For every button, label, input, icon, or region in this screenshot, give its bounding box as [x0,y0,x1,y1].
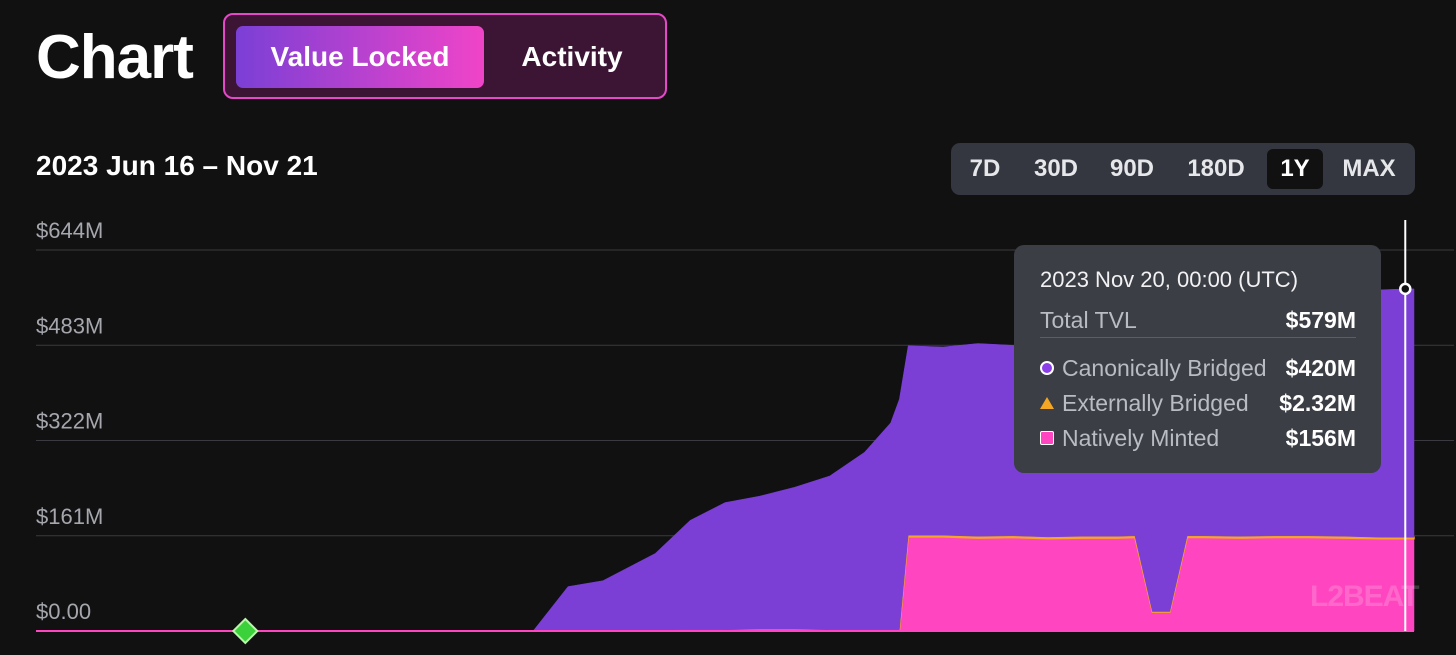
hover-point [1399,282,1412,296]
tooltip-label-canonical-text: Canonically Bridged [1062,354,1267,381]
range-button-7d[interactable]: 7D [969,155,1001,182]
circle-icon [1040,361,1054,375]
y-tick-label: $0.00 [36,599,91,624]
date-range-label: 2023 Jun 16 – Nov 21 [36,150,318,181]
y-tick-label: $483M [36,313,103,338]
tooltip-total-value: $579M [1285,306,1356,333]
tooltip-total-row: Total TVL $579M [1040,305,1356,335]
tooltip-value-native: $156M [1285,424,1356,451]
tooltip-date: 2023 Nov 20, 00:00 (UTC) [1040,267,1299,292]
tab-activity[interactable]: Activity [521,41,623,72]
page-title: Chart [36,23,194,92]
tooltip-total-label: Total TVL [1040,306,1137,333]
tooltip-value-canonical: $420M [1285,354,1356,381]
tooltip-label-canonical: Canonically Bridged [1040,355,1267,382]
tooltip-row-canonical: Canonically Bridged $420M [1040,353,1356,383]
range-button-30d[interactable]: 30D [1033,155,1079,182]
square-icon [1040,431,1054,445]
tooltip-label-native: Natively Minted [1040,425,1219,452]
y-tick-label: $322M [36,409,103,434]
range-button-1y[interactable]: 1Y [1267,149,1323,189]
chart-tooltip: 2023 Nov 20, 00:00 (UTC) Total TVL $579M… [1014,245,1381,473]
tooltip-divider [1040,337,1356,338]
time-range-selector: 7D 30D 90D 180D 1Y MAX [951,143,1415,195]
y-tick-label: $161M [36,504,103,529]
tooltip-label-native-text: Natively Minted [1062,424,1220,451]
tooltip-row-native: Natively Minted $156M [1040,423,1356,453]
tooltip-row-external: Externally Bridged $2.32M [1040,388,1356,418]
tooltip-value-external: $2.32M [1279,389,1356,416]
range-button-max[interactable]: MAX [1342,155,1396,182]
range-button-180d[interactable]: 180D [1187,155,1245,182]
range-button-90d[interactable]: 90D [1109,155,1155,182]
y-tick-label: $644M [36,218,103,243]
tooltip-label-external-text: Externally Bridged [1062,389,1249,416]
tooltip-label-external: Externally Bridged [1040,390,1249,417]
event-marker-diamond [231,617,259,645]
chart-type-tabs: Value Locked Activity [223,13,667,99]
tab-value-locked[interactable]: Value Locked [236,26,484,88]
triangle-icon [1040,397,1054,409]
l2beat-watermark: L2BEAT [1310,580,1419,613]
